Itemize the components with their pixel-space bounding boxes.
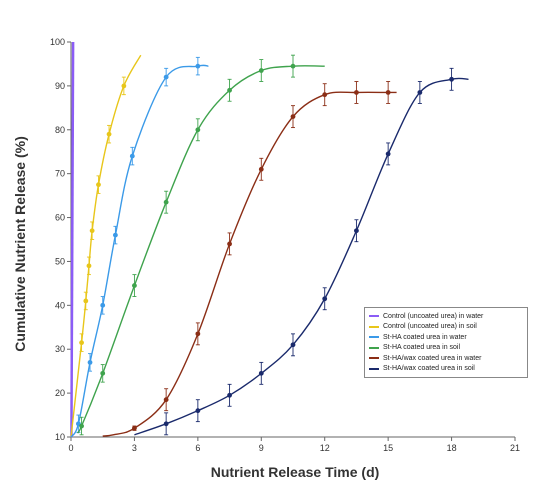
data-point bbox=[121, 83, 127, 89]
data-point bbox=[227, 392, 232, 398]
x-tick-label: 12 bbox=[320, 443, 330, 453]
legend-item: St-HA coated urea in soil bbox=[369, 343, 523, 354]
legend-label: Control (uncoated urea) in water bbox=[383, 312, 484, 320]
data-point bbox=[86, 263, 92, 269]
legend-swatch bbox=[369, 315, 379, 318]
legend-swatch bbox=[369, 346, 379, 349]
legend-label: Control (uncoated urea) in soil bbox=[383, 323, 477, 331]
series-line bbox=[70, 64, 209, 438]
data-point bbox=[132, 425, 137, 431]
data-point bbox=[354, 90, 359, 95]
data-point bbox=[79, 340, 84, 346]
series-line bbox=[76, 65, 325, 434]
data-point bbox=[89, 228, 95, 234]
data-point bbox=[290, 63, 296, 69]
legend: Control (uncoated urea) in water Control… bbox=[364, 307, 528, 378]
y-tick-label: 50 bbox=[55, 256, 65, 266]
y-tick-label: 10 bbox=[55, 432, 65, 442]
legend-item: St-HA/wax coated urea in soil bbox=[369, 364, 523, 375]
legend-swatch bbox=[369, 367, 379, 370]
legend-label: St-HA coated urea in soil bbox=[383, 344, 461, 352]
x-tick-label: 21 bbox=[510, 443, 520, 453]
y-axis-title: Cumulative Nutrient Release (%) bbox=[12, 136, 28, 352]
data-point bbox=[322, 296, 328, 302]
data-point bbox=[106, 131, 112, 137]
x-tick-label: 6 bbox=[195, 443, 200, 453]
data-point bbox=[385, 90, 391, 95]
data-point bbox=[163, 199, 169, 205]
y-tick-label: 80 bbox=[55, 125, 65, 135]
legend-label: St-HA coated urea in water bbox=[383, 333, 467, 341]
legend-label: St-HA/wax coated urea in soil bbox=[383, 365, 475, 373]
legend-item: St-HA coated urea in water bbox=[369, 332, 523, 343]
data-point bbox=[290, 342, 296, 348]
legend-item: Control (uncoated urea) in soil bbox=[369, 322, 523, 333]
data-point bbox=[100, 370, 106, 376]
data-point bbox=[96, 182, 101, 188]
y-tick-label: 90 bbox=[55, 81, 65, 91]
x-tick-label: 18 bbox=[447, 443, 457, 453]
y-tick-label: 20 bbox=[55, 388, 65, 398]
legend-swatch bbox=[369, 357, 379, 360]
data-point bbox=[385, 151, 391, 157]
data-point bbox=[163, 74, 169, 80]
data-point bbox=[227, 241, 232, 247]
x-tick-label: 3 bbox=[132, 443, 137, 453]
data-point bbox=[354, 228, 359, 234]
legend-swatch bbox=[369, 336, 379, 339]
data-point bbox=[87, 359, 93, 365]
y-tick-label: 30 bbox=[55, 344, 65, 354]
x-tick-label: 9 bbox=[259, 443, 264, 453]
data-point bbox=[83, 298, 89, 304]
data-point bbox=[79, 423, 84, 429]
data-point bbox=[129, 153, 135, 159]
legend-label: St-HA/wax coated urea in water bbox=[383, 354, 482, 362]
data-point bbox=[258, 166, 264, 172]
data-point bbox=[163, 397, 169, 403]
y-tick-label: 100 bbox=[50, 37, 65, 47]
data-point bbox=[258, 68, 264, 73]
y-tick-label: 70 bbox=[55, 169, 65, 179]
x-axis-title: Nutrient Release Time (d) bbox=[210, 464, 380, 480]
series-line bbox=[70, 41, 75, 438]
data-point bbox=[195, 408, 201, 414]
series-line bbox=[102, 91, 397, 437]
data-point bbox=[163, 421, 169, 427]
data-point bbox=[195, 331, 201, 337]
legend-swatch bbox=[369, 325, 379, 328]
data-point bbox=[322, 92, 328, 98]
data-point bbox=[258, 370, 264, 376]
data-point bbox=[195, 63, 201, 69]
y-tick-label: 40 bbox=[55, 300, 65, 310]
data-point bbox=[113, 232, 118, 238]
x-tick-label: 0 bbox=[68, 443, 73, 453]
series-line bbox=[134, 77, 469, 436]
data-point bbox=[417, 90, 423, 95]
data-point bbox=[100, 302, 106, 308]
legend-item: Control (uncoated urea) in water bbox=[369, 311, 523, 322]
data-point bbox=[195, 127, 201, 133]
data-point bbox=[449, 76, 454, 82]
series-line bbox=[70, 54, 142, 438]
legend-item: St-HA/wax coated urea in water bbox=[369, 353, 523, 364]
y-tick-label: 60 bbox=[55, 213, 65, 223]
data-point bbox=[290, 114, 296, 120]
data-point bbox=[132, 283, 137, 288]
x-tick-label: 15 bbox=[383, 443, 393, 453]
data-point bbox=[227, 87, 232, 93]
